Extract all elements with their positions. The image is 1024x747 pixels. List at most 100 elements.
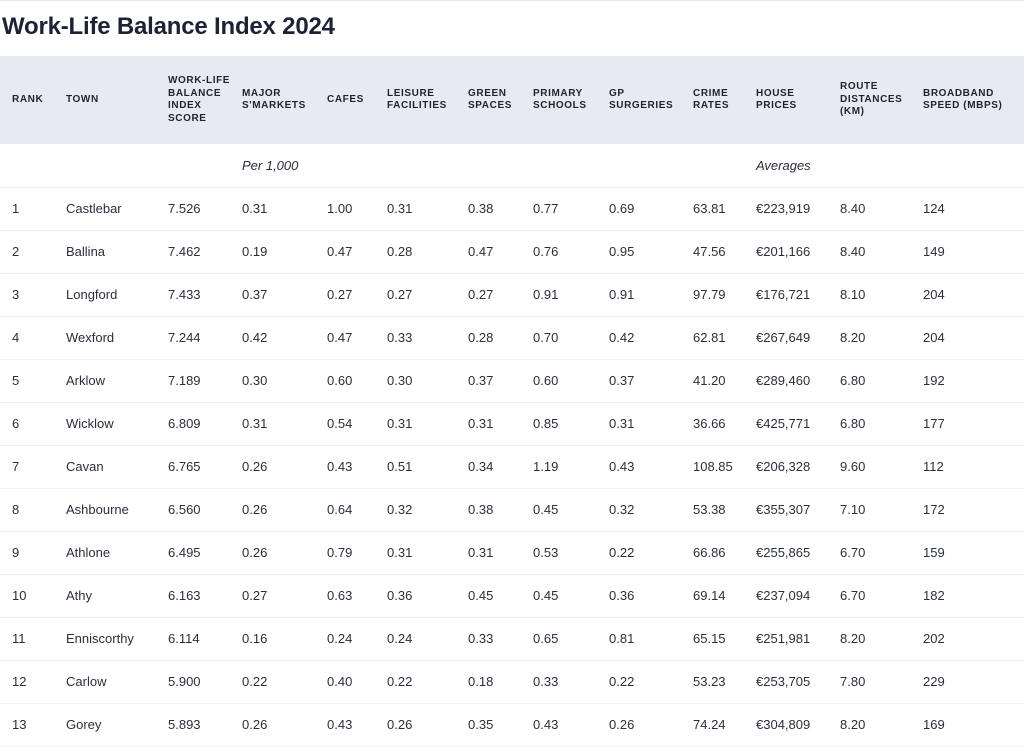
- header-route-distances[interactable]: ROUTE DISTANCES (KM): [840, 81, 903, 118]
- cell-supermarkets: 0.26: [242, 488, 327, 532]
- cell-broadband: 182: [923, 574, 1024, 618]
- header-gp-surgeries[interactable]: GP SURGERIES: [609, 87, 674, 112]
- cell-broadband: 169: [923, 703, 1024, 747]
- cell-rank: 4: [0, 316, 66, 360]
- header-green-spaces[interactable]: GREEN SPACES: [468, 87, 512, 112]
- header-town[interactable]: TOWN: [66, 93, 99, 105]
- header-crime-rates[interactable]: CRIME RATES: [693, 87, 730, 112]
- cell-rank: 11: [0, 617, 66, 661]
- table-row: 3 Longford 7.433 0.37 0.27 0.27 0.27 0.91 0.91 97…: [0, 273, 1024, 317]
- cell-house-prices: €425,771: [756, 402, 840, 446]
- cell-leisure: 0.33: [387, 316, 468, 360]
- cell-route-distances: 8.40: [840, 230, 923, 274]
- cell-rank: 5: [0, 359, 66, 403]
- table-header: RANK TOWN WORK-LIFE BALANCE INDEX SCORE …: [0, 56, 1024, 144]
- cell-cafes: 0.54: [327, 402, 387, 446]
- cell-leisure: 0.31: [387, 402, 468, 446]
- cell-cafes: 0.47: [327, 230, 387, 274]
- cell-cafes: 0.60: [327, 359, 387, 403]
- cell-green-spaces: 0.33: [468, 617, 533, 661]
- subheader-row: Per 1,000 Averages: [0, 144, 1024, 188]
- cell-broadband: 159: [923, 531, 1024, 575]
- cell-broadband: 177: [923, 402, 1024, 446]
- cell-house-prices: €201,166: [756, 230, 840, 274]
- cell-score: 7.244: [168, 316, 242, 360]
- cell-route-distances: 7.10: [840, 488, 923, 532]
- header-primary-schools[interactable]: PRIMARY SCHOOLS: [533, 87, 587, 112]
- cell-route-distances: 8.20: [840, 617, 923, 661]
- cell-broadband: 204: [923, 316, 1024, 360]
- cell-primary-schools: 1.19: [533, 445, 609, 489]
- cell-supermarkets: 0.26: [242, 703, 327, 747]
- cell-broadband: 149: [923, 230, 1024, 274]
- cell-broadband: 124: [923, 187, 1024, 231]
- table-row: 2 Ballina 7.462 0.19 0.47 0.28 0.47 0.76 0.95 47.…: [0, 230, 1024, 274]
- cell-primary-schools: 0.70: [533, 316, 609, 360]
- cell-cafes: 0.47: [327, 316, 387, 360]
- cell-town: Longford: [66, 273, 168, 317]
- cell-crime-rates: 62.81: [693, 316, 756, 360]
- cell-green-spaces: 0.37: [468, 359, 533, 403]
- cell-house-prices: €289,460: [756, 359, 840, 403]
- cell-town: Enniscorthy: [66, 617, 168, 661]
- cell-green-spaces: 0.31: [468, 402, 533, 446]
- cell-house-prices: €237,094: [756, 574, 840, 618]
- table-row: 11 Enniscorthy 6.114 0.16 0.24 0.24 0.33 0.65 0.…: [0, 617, 1024, 661]
- header-leisure[interactable]: LEISURE FACILITIES: [387, 87, 447, 112]
- cell-primary-schools: 0.45: [533, 574, 609, 618]
- cell-green-spaces: 0.47: [468, 230, 533, 274]
- cell-town: Arklow: [66, 359, 168, 403]
- cell-crime-rates: 63.81: [693, 187, 756, 231]
- ranking-table: RANK TOWN WORK-LIFE BALANCE INDEX SCORE …: [0, 56, 1024, 747]
- cell-score: 7.462: [168, 230, 242, 274]
- cell-cafes: 0.64: [327, 488, 387, 532]
- cell-rank: 7: [0, 445, 66, 489]
- table-row: 10 Athy 6.163 0.27 0.63 0.36 0.45 0.45 0.36 69.14…: [0, 574, 1024, 618]
- header-score[interactable]: WORK-LIFE BALANCE INDEX SCORE: [168, 75, 231, 124]
- header-broadband[interactable]: BROADBAND SPEED (MBPS): [923, 87, 1003, 112]
- cell-crime-rates: 53.23: [693, 660, 756, 704]
- cell-route-distances: 9.60: [840, 445, 923, 489]
- cell-cafes: 1.00: [327, 187, 387, 231]
- cell-town: Ashbourne: [66, 488, 168, 532]
- header-rank[interactable]: RANK: [12, 93, 44, 105]
- cell-score: 6.114: [168, 617, 242, 661]
- title-bar: Work-Life Balance Index 2024: [0, 0, 1024, 56]
- cell-rank: 12: [0, 660, 66, 704]
- header-house-prices[interactable]: HOUSE PRICES: [756, 87, 797, 112]
- cell-leisure: 0.26: [387, 703, 468, 747]
- cell-score: 7.526: [168, 187, 242, 231]
- table-row: 8 Ashbourne 6.560 0.26 0.64 0.32 0.38 0.45 0.32 5…: [0, 488, 1024, 532]
- header-supermarkets[interactable]: MAJOR S'MARKETS: [242, 87, 306, 112]
- cell-house-prices: €304,809: [756, 703, 840, 747]
- cell-supermarkets: 0.16: [242, 617, 327, 661]
- cell-gp-surgeries: 0.31: [609, 402, 693, 446]
- cell-primary-schools: 0.33: [533, 660, 609, 704]
- table-row: 9 Athlone 6.495 0.26 0.79 0.31 0.31 0.53 0.22 66.…: [0, 531, 1024, 575]
- cell-rank: 1: [0, 187, 66, 231]
- cell-rank: 3: [0, 273, 66, 317]
- cell-green-spaces: 0.34: [468, 445, 533, 489]
- cell-house-prices: €223,919: [756, 187, 840, 231]
- cell-score: 6.809: [168, 402, 242, 446]
- cell-cafes: 0.40: [327, 660, 387, 704]
- cell-broadband: 202: [923, 617, 1024, 661]
- cell-route-distances: 6.70: [840, 531, 923, 575]
- cell-route-distances: 8.40: [840, 187, 923, 231]
- cell-score: 5.900: [168, 660, 242, 704]
- cell-town: Castlebar: [66, 187, 168, 231]
- cell-score: 6.765: [168, 445, 242, 489]
- table-row: 6 Wicklow 6.809 0.31 0.54 0.31 0.31 0.85 0.31 36.…: [0, 402, 1024, 446]
- cell-rank: 8: [0, 488, 66, 532]
- cell-supermarkets: 0.26: [242, 445, 327, 489]
- header-cafes[interactable]: CAFES: [327, 93, 364, 105]
- cell-supermarkets: 0.31: [242, 402, 327, 446]
- cell-gp-surgeries: 0.42: [609, 316, 693, 360]
- per-label: Per 1,000: [242, 144, 327, 188]
- page-title: Work-Life Balance Index 2024: [2, 13, 335, 40]
- cell-broadband: 204: [923, 273, 1024, 317]
- cell-house-prices: €253,705: [756, 660, 840, 704]
- cell-crime-rates: 69.14: [693, 574, 756, 618]
- cell-score: 6.495: [168, 531, 242, 575]
- cell-broadband: 172: [923, 488, 1024, 532]
